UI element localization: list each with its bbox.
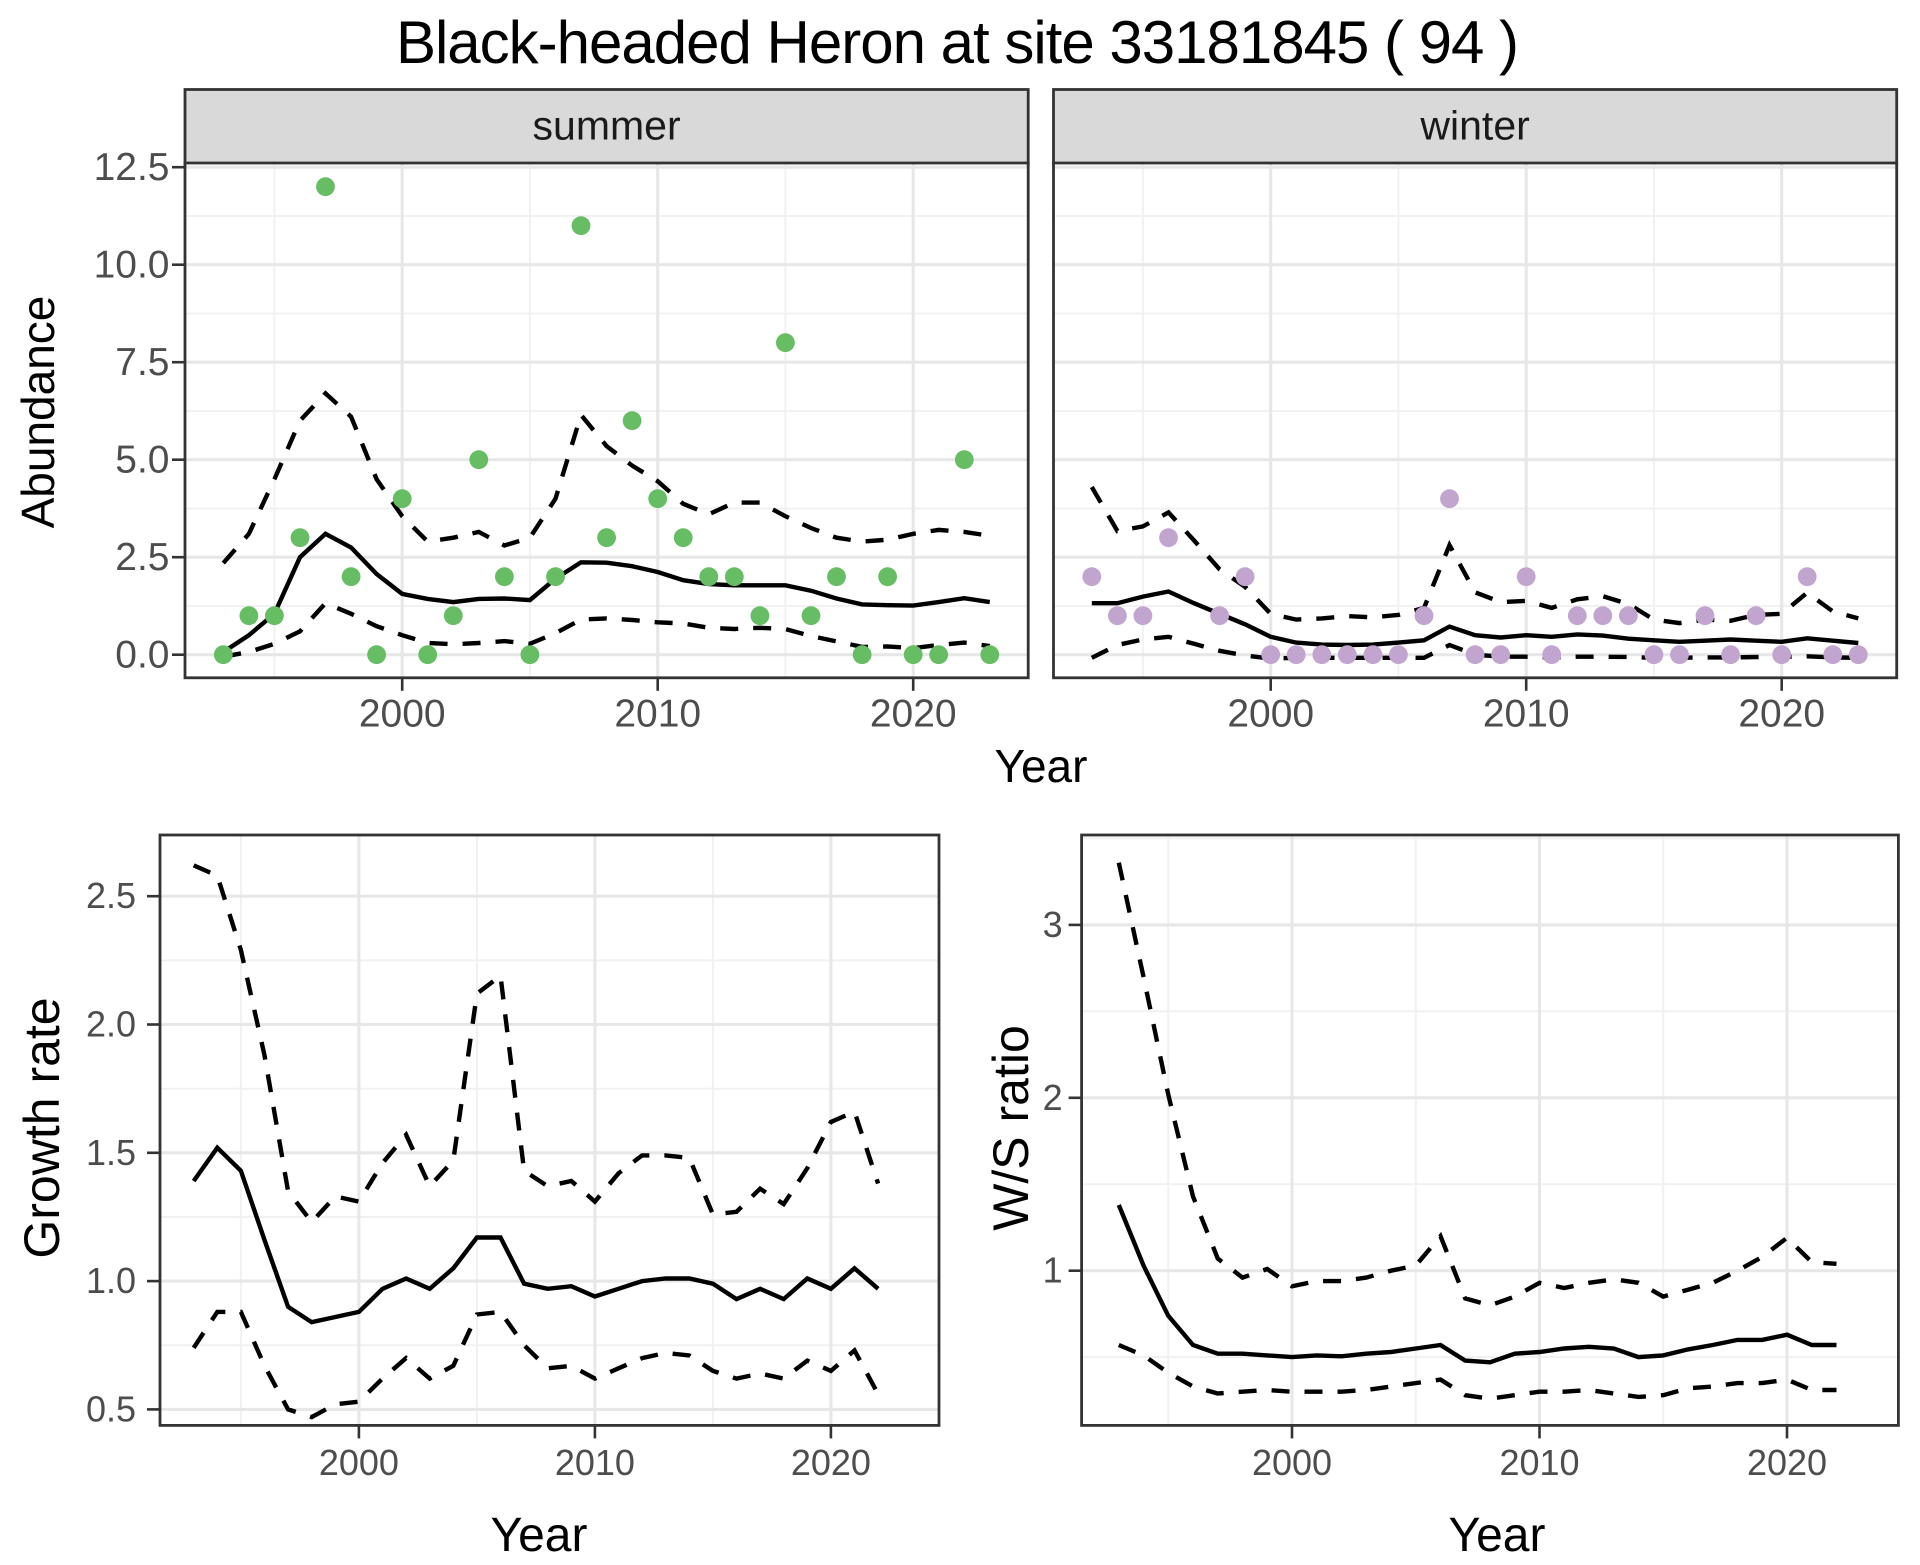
svg-text:12.5: 12.5 (94, 146, 170, 189)
svg-text:2010: 2010 (1483, 693, 1570, 736)
svg-text:0.0: 0.0 (115, 634, 169, 677)
svg-text:2.0: 2.0 (86, 1004, 136, 1045)
svg-text:1.0: 1.0 (86, 1260, 136, 1301)
svg-text:W/S ratio: W/S ratio (983, 1025, 1039, 1231)
svg-text:Year: Year (491, 1509, 588, 1560)
svg-text:summer: summer (533, 103, 681, 149)
svg-text:2010: 2010 (1499, 1442, 1579, 1483)
svg-text:3: 3 (1043, 904, 1063, 945)
svg-text:2020: 2020 (1738, 693, 1825, 736)
svg-text:2020: 2020 (870, 693, 957, 736)
svg-text:2010: 2010 (555, 1442, 635, 1483)
svg-text:10.0: 10.0 (94, 244, 170, 287)
svg-text:Black-headed Heron at site 331: Black-headed Heron at site 33181845 ( 94… (396, 9, 1518, 76)
svg-text:1.5: 1.5 (86, 1132, 136, 1173)
svg-text:Abundance: Abundance (12, 296, 64, 529)
svg-text:2.5: 2.5 (115, 536, 169, 579)
svg-text:2000: 2000 (319, 1442, 399, 1483)
svg-text:5.0: 5.0 (115, 439, 169, 482)
svg-text:2000: 2000 (1252, 1442, 1332, 1483)
svg-text:2000: 2000 (359, 693, 446, 736)
svg-text:1: 1 (1043, 1250, 1063, 1291)
svg-text:Year: Year (1449, 1509, 1546, 1560)
svg-text:2000: 2000 (1227, 693, 1314, 736)
svg-text:winter: winter (1419, 103, 1529, 149)
svg-text:7.5: 7.5 (115, 341, 169, 384)
svg-text:Growth rate: Growth rate (14, 997, 70, 1258)
svg-text:2020: 2020 (791, 1442, 871, 1483)
svg-text:2.5: 2.5 (86, 875, 136, 916)
svg-text:2020: 2020 (1747, 1442, 1827, 1483)
svg-text:0.5: 0.5 (86, 1388, 136, 1429)
svg-text:2010: 2010 (614, 693, 701, 736)
svg-text:Year: Year (995, 740, 1088, 792)
svg-text:2: 2 (1043, 1077, 1063, 1118)
